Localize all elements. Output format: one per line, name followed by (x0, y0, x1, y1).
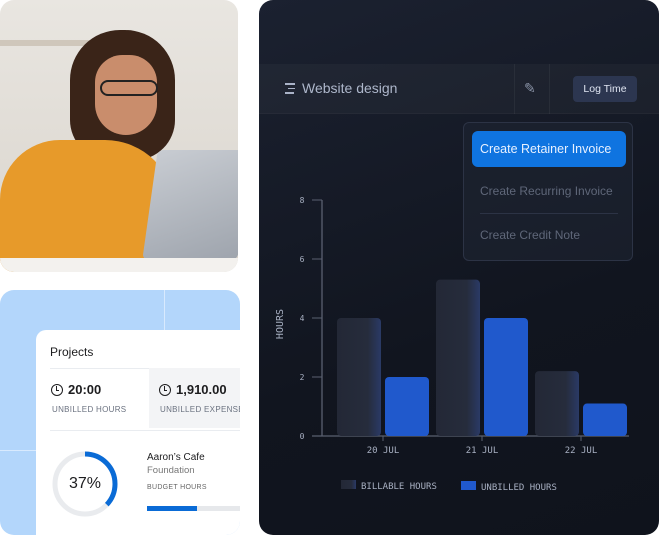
project-header: Website design ✎ Log Time (259, 64, 659, 114)
bar-unbilled (385, 377, 429, 436)
desk (0, 258, 238, 272)
stat-unbilled-expenses: 1,910.00 UNBILLED EXPENSES (149, 368, 240, 428)
projects-title: Projects (50, 345, 94, 359)
hours-chart: 0 2 4 6 8 20 JUL 21 JUL 22 JUL HOURS BILLABLE H… (275, 196, 629, 493)
project-name[interactable]: Aaron’s Cafe (147, 452, 205, 463)
glasses (100, 80, 158, 96)
project-title: Website design (302, 80, 398, 96)
legend-swatch-unbilled (461, 481, 476, 490)
progress-percent: 37% (68, 475, 102, 492)
progress-ring: 37% (51, 450, 119, 518)
divider (514, 64, 515, 114)
x-tick-label: 20 JUL (367, 446, 400, 456)
shelf (0, 40, 90, 46)
project-panel: Website design ✎ Log Time Create Retaine… (259, 0, 659, 535)
stat-value: 20:00 (68, 382, 102, 397)
projects-card: Projects 20:00 UNBILLED HOURS 1,910.00 U… (36, 330, 240, 535)
bar-unbilled (484, 318, 528, 436)
project-subtitle: Foundation (147, 465, 195, 476)
budget-bar (147, 506, 240, 511)
y-tick-label: 6 (300, 255, 305, 264)
divider (50, 368, 240, 369)
progress-arc (52, 451, 118, 517)
y-tick-label: 0 (300, 432, 305, 441)
budget-fill (147, 506, 197, 511)
bar-unbilled (583, 403, 627, 436)
log-time-button[interactable]: Log Time (573, 76, 637, 102)
clock-icon (159, 383, 171, 396)
legend-swatch-billable (341, 480, 356, 489)
y-tick-label: 4 (300, 314, 305, 323)
project-info: Aaron’s Cafe Foundation BUDGET HOURS (147, 452, 207, 491)
stat-unbilled-hours: 20:00 UNBILLED HOURS (51, 368, 149, 428)
stat-label: UNBILLED EXPENSES (160, 405, 240, 414)
x-tick-label: 21 JUL (466, 446, 499, 456)
divider (480, 213, 618, 214)
budget-label: BUDGET HOURS (147, 484, 207, 491)
pencil-icon[interactable]: ✎ (524, 80, 536, 96)
clock-icon (51, 383, 63, 396)
divider (549, 64, 550, 114)
projects-panel: Projects 20:00 UNBILLED HOURS 1,910.00 U… (0, 290, 240, 535)
x-tick-label: 22 JUL (565, 446, 598, 456)
grid-line (0, 450, 36, 451)
divider (50, 430, 240, 431)
y-axis-label: HOURS (275, 309, 286, 339)
menu-item-create-credit-note[interactable]: Create Credit Note (480, 228, 581, 242)
stat-value: 1,910.00 (176, 382, 227, 397)
bar-billable (337, 318, 381, 436)
stat-label: UNBILLED HOURS (52, 405, 127, 414)
invoice-dropdown: Create Retainer Invoice Create Recurring… (463, 122, 633, 261)
laptop (142, 150, 238, 260)
bar-billable (436, 279, 480, 436)
grid-line (164, 290, 165, 330)
hero-photo (0, 0, 238, 272)
y-tick-label: 2 (300, 373, 305, 382)
legend-billable: BILLABLE HOURS (361, 482, 437, 492)
menu-item-create-recurring-invoice[interactable]: Create Recurring Invoice (480, 184, 613, 198)
legend-unbilled: UNBILLED HOURS (481, 483, 557, 493)
y-tick-label: 8 (300, 196, 305, 205)
menu-icon[interactable] (285, 83, 295, 97)
menu-item-create-retainer-invoice[interactable]: Create Retainer Invoice (472, 131, 626, 167)
bar-billable (535, 371, 579, 436)
